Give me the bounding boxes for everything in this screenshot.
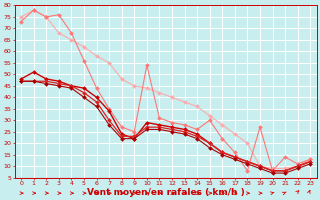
X-axis label: Vent moyen/en rafales ( km/h ): Vent moyen/en rafales ( km/h ) — [87, 188, 244, 197]
